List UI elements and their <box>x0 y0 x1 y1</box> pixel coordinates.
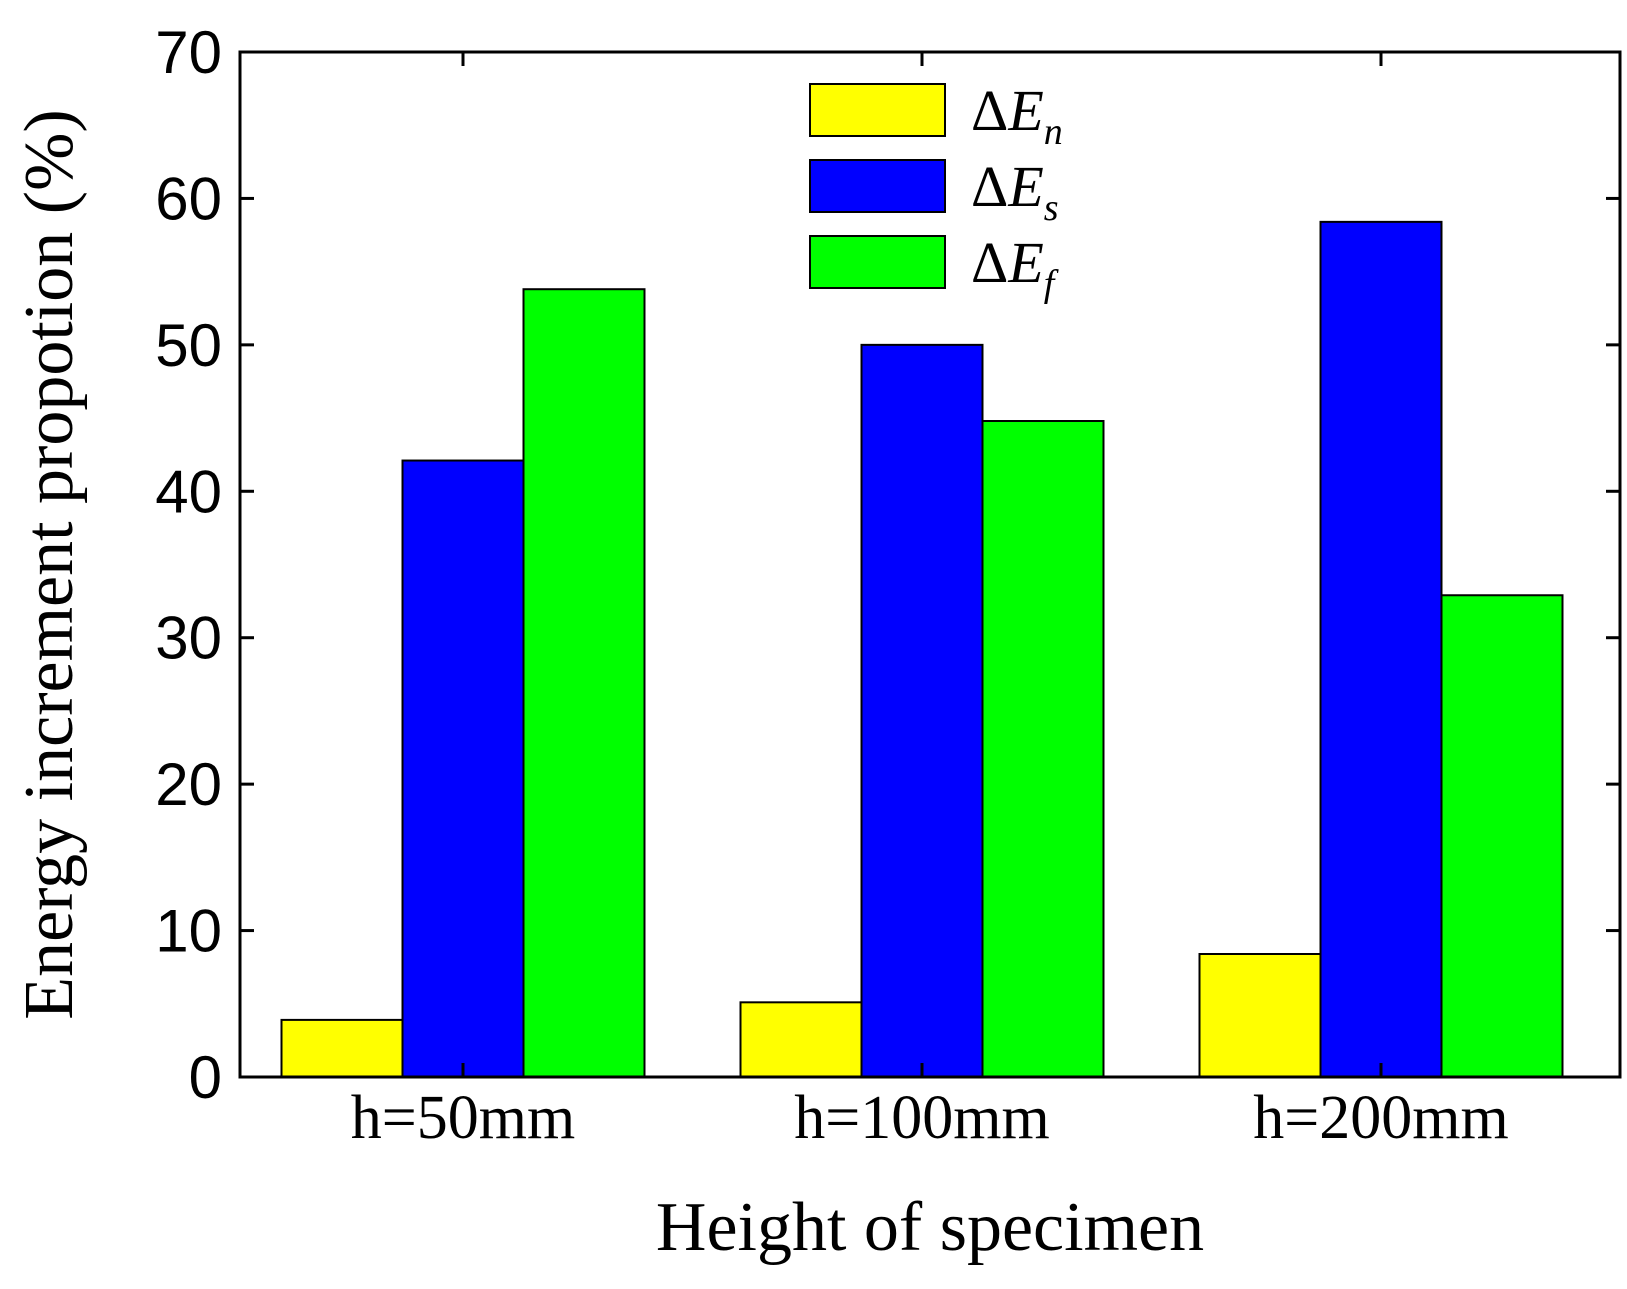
bar-h=100mm-f <box>981 420 1105 1078</box>
plot-frame <box>238 50 1622 1079</box>
bar-h=200mm-n <box>1198 953 1322 1078</box>
bar-h=50mm-s <box>401 459 525 1078</box>
legend-swatch-n <box>809 83 946 137</box>
y-tick-label: 30 <box>155 605 222 672</box>
bar-h=50mm-n <box>280 1018 404 1079</box>
legend-swatch-s <box>809 159 946 213</box>
legend-label-n: ΔEn <box>971 78 1063 153</box>
y-tick-label: 60 <box>155 165 222 232</box>
x-category-labels: h=50mm h=100mm h=200mm <box>351 1084 1509 1152</box>
y-axis-title: Energy increment propotion (%) <box>11 109 88 1019</box>
y-tick-label: 40 <box>155 458 222 525</box>
legend-swatch-f <box>809 235 946 289</box>
bar-h=100mm-n <box>739 1001 863 1078</box>
x-axis-title: Height of specimen <box>656 1189 1204 1266</box>
y-tick-label: 50 <box>155 312 222 379</box>
y-tick-label: 0 <box>189 1044 222 1111</box>
y-tick-labels: 0 10 20 30 40 50 60 70 <box>155 19 222 1111</box>
bar-h=50mm-f <box>522 288 646 1078</box>
x-category-label: h=50mm <box>351 1084 575 1152</box>
bar-h=200mm-s <box>1319 220 1443 1079</box>
bar-h=200mm-f <box>1440 594 1564 1078</box>
legend-label-f: ΔEf <box>971 230 1059 305</box>
bars-layer <box>280 220 1564 1079</box>
ticks-layer <box>240 50 1620 1079</box>
bar-h=100mm-s <box>860 343 984 1079</box>
y-tick-label: 70 <box>155 19 222 86</box>
x-category-label: h=200mm <box>1253 1084 1508 1152</box>
y-tick-label: 20 <box>155 751 222 818</box>
y-tick-label: 10 <box>155 898 222 965</box>
x-category-label: h=100mm <box>794 1084 1049 1152</box>
legend-label-s: ΔEs <box>971 154 1059 229</box>
